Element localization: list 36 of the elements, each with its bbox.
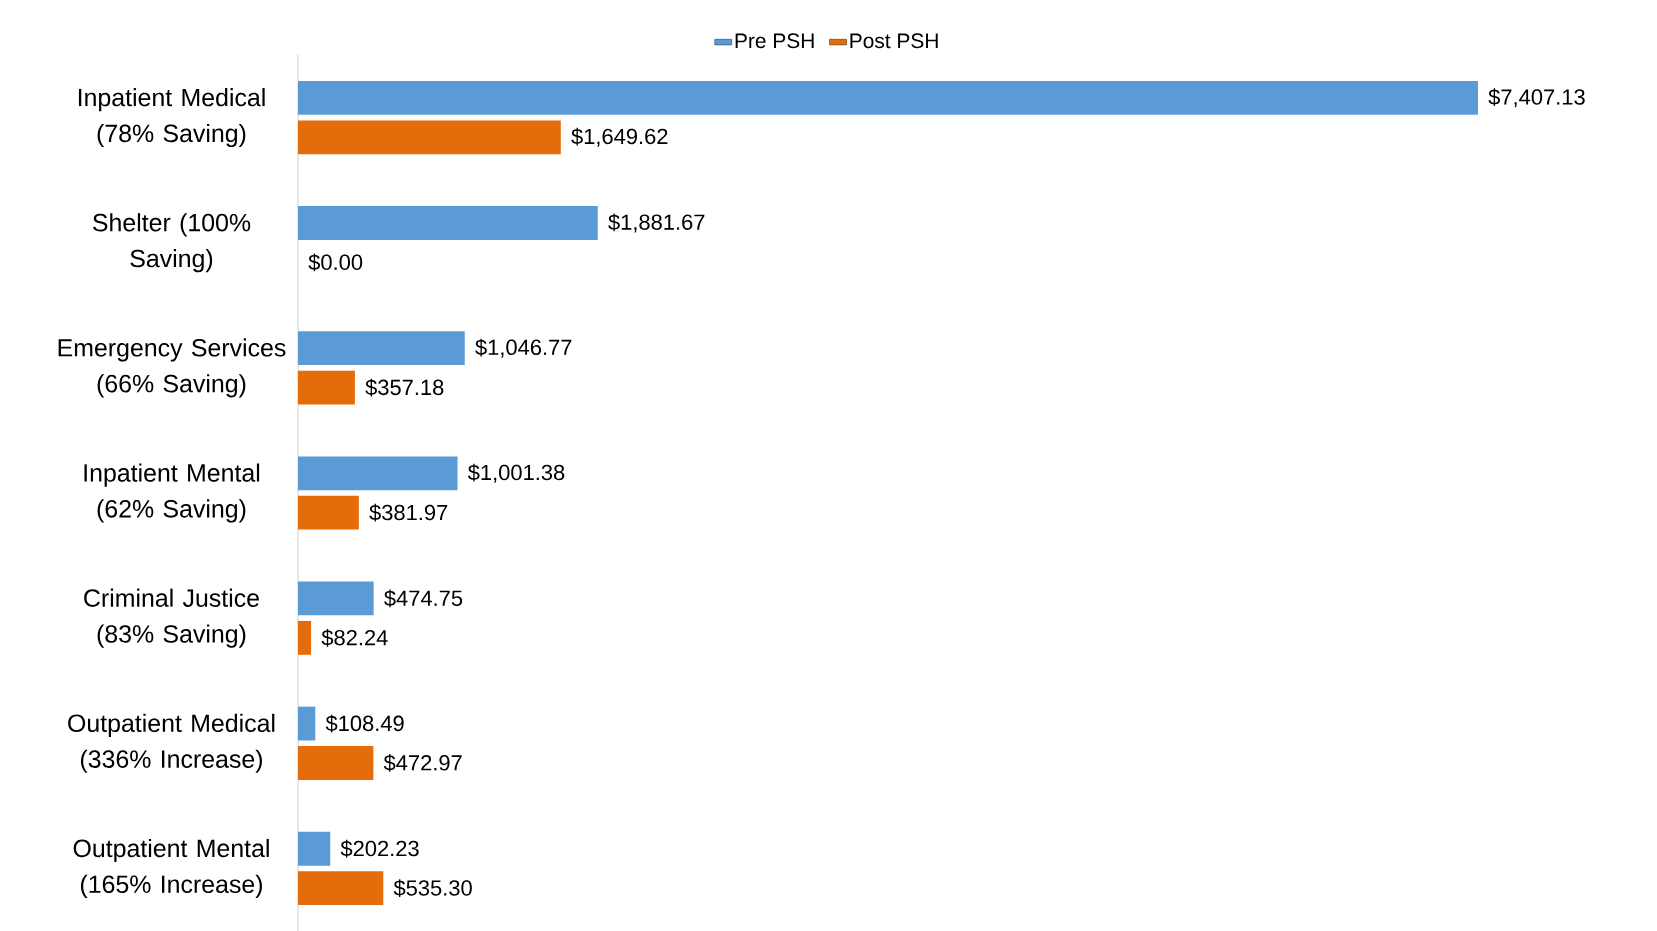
bar xyxy=(298,456,458,491)
legend-label: Pre PSH xyxy=(735,33,814,49)
bar xyxy=(298,871,384,906)
data-label: $474.75 xyxy=(384,589,463,608)
bar xyxy=(298,495,359,530)
bar xyxy=(298,370,355,405)
y-tick-label: Shelter (100% Saving) xyxy=(93,213,251,273)
data-label: $0.00 xyxy=(308,253,363,272)
bar xyxy=(298,831,331,866)
data-label: $1,881.67 xyxy=(608,213,705,233)
data-label: $472.97 xyxy=(383,754,462,772)
data-label: $202.23 xyxy=(340,839,419,858)
y-tick-label: Inpatient Medical (78% Saving) xyxy=(78,88,265,148)
legend-label: Post PSH xyxy=(850,33,938,49)
bar xyxy=(298,581,374,616)
data-label: $381.97 xyxy=(369,503,448,522)
data-label: $1,001.38 xyxy=(467,463,565,483)
y-tick-label: Inpatient Mental (62% Saving) xyxy=(84,463,260,523)
data-label: $82.24 xyxy=(321,628,388,647)
data-label: $108.49 xyxy=(325,714,404,733)
bar xyxy=(298,80,1478,115)
y-tick-label: Outpatient Medical (336% Increase) xyxy=(68,713,275,773)
data-label: $7,407.13 xyxy=(1488,88,1585,108)
y-tick-label: Criminal Justice (83% Saving) xyxy=(84,588,259,648)
data-label: $535.30 xyxy=(393,879,472,898)
bar xyxy=(298,746,374,780)
y-tick-label: Outpatient Mental (165% Increase) xyxy=(73,838,269,898)
data-label: $1,046.77 xyxy=(475,338,572,358)
bar xyxy=(298,120,561,155)
bar xyxy=(298,620,312,655)
data-label: $357.18 xyxy=(365,378,444,397)
data-label: $1,649.62 xyxy=(571,127,668,147)
y-tick-label: Emergency Services (66% Saving) xyxy=(58,338,286,398)
bar xyxy=(298,331,465,366)
bar xyxy=(298,706,316,741)
bar xyxy=(298,206,598,240)
